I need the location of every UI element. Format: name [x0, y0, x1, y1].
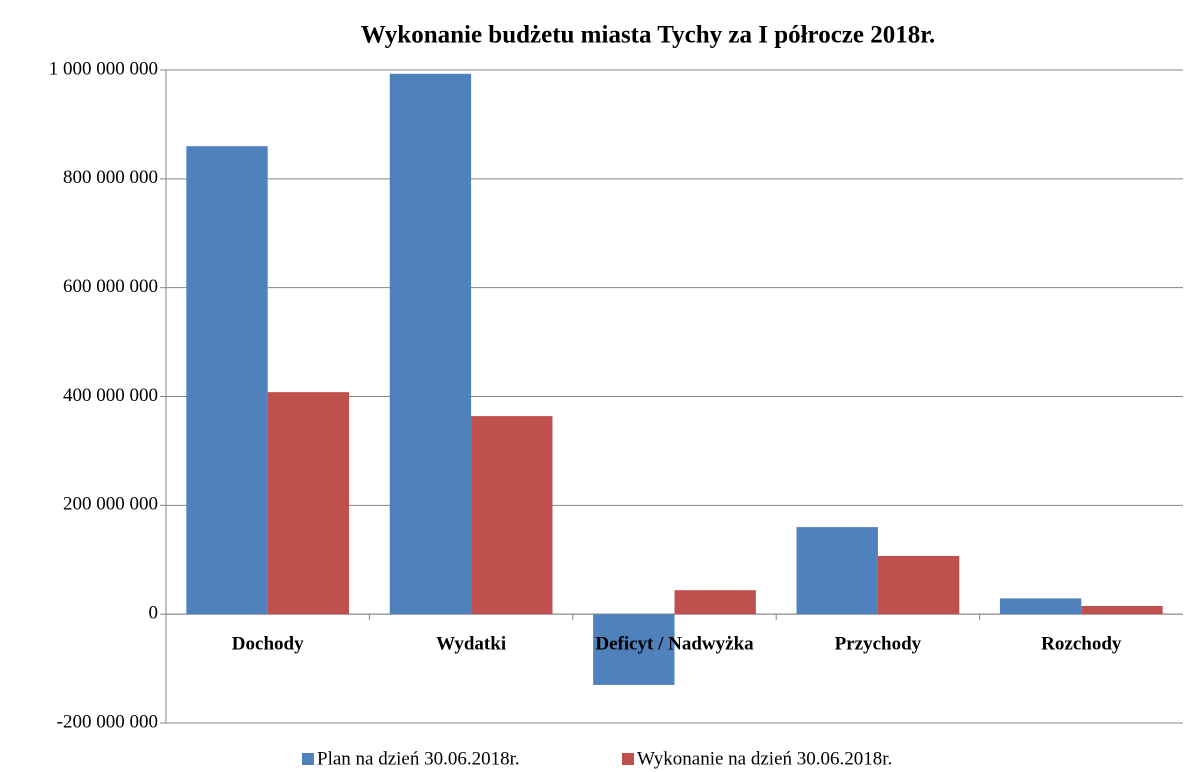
y-tick-label: 400 000 000 — [63, 385, 158, 406]
x-tick-label: Rozchody — [1041, 634, 1122, 655]
y-tick-label: 800 000 000 — [63, 167, 158, 188]
x-tick-label: Deficyt / Nadwyżka — [595, 634, 754, 655]
bar — [674, 590, 756, 615]
legend-label: Wykonanie na dzień 30.06.2018r. — [637, 748, 892, 769]
bar — [1081, 606, 1163, 615]
y-tick-label: 0 — [149, 603, 159, 624]
bar — [471, 416, 553, 615]
y-tick-label: 600 000 000 — [63, 276, 158, 297]
bar — [796, 527, 878, 615]
bar — [877, 555, 960, 615]
x-tick-label: Dochody — [232, 634, 304, 655]
x-tick-label: Wydatki — [436, 634, 506, 655]
bar — [389, 73, 472, 615]
bar — [999, 598, 1082, 615]
x-tick-label: Przychody — [835, 634, 922, 655]
legend-swatch — [622, 753, 634, 765]
legend-swatch — [302, 753, 314, 765]
y-tick-label: 1 000 000 000 — [49, 58, 158, 79]
chart-title: Wykonanie budżetu miasta Tychy za I półr… — [361, 22, 936, 49]
bar — [593, 614, 675, 685]
y-tick-label: 200 000 000 — [63, 494, 158, 515]
bar — [267, 392, 350, 615]
bar — [186, 146, 268, 615]
legend-label: Plan na dzień 30.06.2018r. — [317, 748, 520, 769]
y-tick-label: -200 000 000 — [57, 711, 158, 732]
